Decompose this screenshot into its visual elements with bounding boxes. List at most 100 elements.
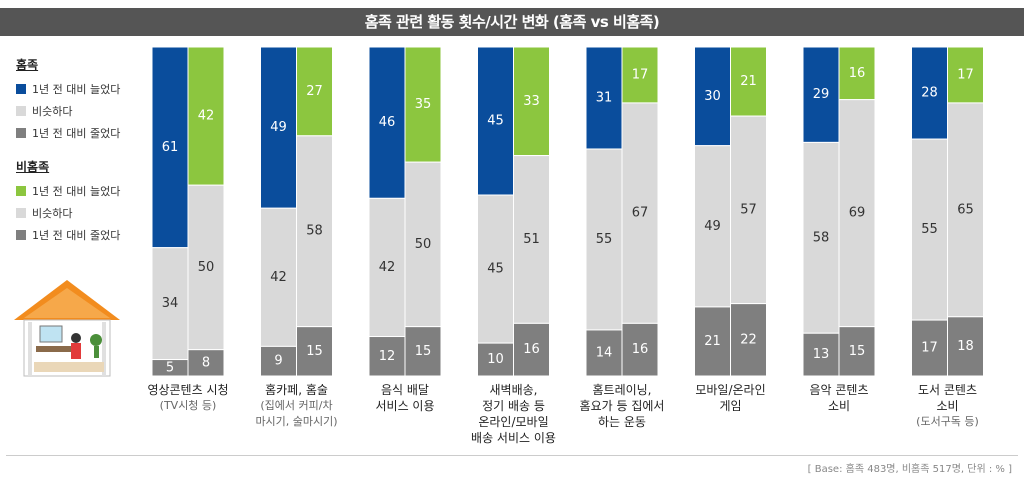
home-similar-bar	[911, 138, 948, 321]
data-label: 18	[957, 339, 974, 354]
home-increased-bar	[911, 46, 948, 140]
legend-swatch	[16, 128, 26, 138]
data-label: 17	[957, 67, 974, 82]
legend-item: 1년 전 대비 줄었다	[16, 122, 156, 144]
data-label: 16	[523, 342, 540, 357]
category-label-line: 배송 서비스 이용	[471, 431, 556, 445]
legend-label: 1년 전 대비 늘었다	[32, 185, 121, 198]
category-label: 새벽배송, 정기 배송 등 온라인/모바일 배송 서비스 이용	[454, 382, 574, 446]
data-label: 65	[957, 202, 974, 217]
legend: 홈족 1년 전 대비 늘었다 비슷하다 1년 전 대비 줄었다 비홈족 1년 전…	[16, 56, 156, 260]
data-label: 45	[487, 262, 504, 277]
home-decreased-bar	[477, 342, 514, 377]
legend-group-nonhome: 비홈족 1년 전 대비 늘었다 비슷하다 1년 전 대비 줄었다	[16, 158, 156, 246]
legend-label: 1년 전 대비 줄었다	[32, 229, 121, 242]
data-label: 67	[632, 206, 649, 221]
category-label-line: 소비	[827, 399, 851, 413]
nonhome-similar-bar	[621, 102, 659, 324]
category-sub-label: (TV시청 등)	[159, 399, 217, 412]
data-label: 17	[632, 67, 649, 82]
chart-title: 홈족 관련 활동 횟수/시간 변화 (홈족 vs 비홈족)	[364, 13, 660, 31]
nonhome-increased-bar	[730, 46, 767, 117]
nonhome-decreased-bar	[730, 303, 767, 377]
home-similar-bar	[585, 148, 623, 331]
legend-home-title: 홈족	[16, 58, 39, 72]
home-increased-bar	[802, 46, 840, 143]
data-label: 51	[523, 232, 540, 247]
data-label: 42	[270, 270, 287, 285]
nonhome-similar-bar	[296, 135, 333, 328]
category-label-line: 소비	[936, 399, 959, 413]
category-label: 모바일/온라인 게임	[671, 382, 791, 414]
category-label-line: 게임	[719, 399, 742, 413]
data-label: 15	[306, 344, 323, 359]
home-decreased-bar	[585, 329, 623, 377]
data-label: 21	[740, 74, 757, 89]
legend-item: 비슷하다	[16, 100, 156, 122]
category-label-line: 홈요가 등 집에서	[579, 399, 665, 413]
category-label-line: 온라인/모바일	[478, 415, 549, 429]
legend-swatch	[16, 208, 26, 218]
data-label: 10	[487, 352, 504, 367]
category-label-line: 도서 콘텐츠	[917, 383, 977, 397]
legend-label: 비슷하다	[32, 207, 73, 220]
data-label: 42	[198, 109, 215, 124]
data-label: 50	[198, 260, 215, 275]
category-label: 영상콘텐츠 시청 (TV시청 등)	[128, 382, 248, 414]
home-similar-bar	[694, 145, 731, 308]
data-label: 30	[704, 89, 721, 104]
nonhome-increased-bar	[513, 46, 550, 157]
title-bar: 홈족 관련 활동 횟수/시간 변화 (홈족 vs 비홈족)	[0, 8, 1024, 36]
legend-swatch	[16, 230, 26, 240]
data-label: 16	[849, 66, 866, 81]
nonhome-similar-bar	[404, 161, 442, 328]
divider	[6, 455, 1018, 456]
legend-label: 비슷하다	[32, 105, 73, 118]
data-label: 34	[162, 296, 179, 311]
data-label: 17	[921, 341, 938, 356]
category-label-line: 홈카페, 홈술	[265, 383, 328, 397]
category-label-line: 하는 운동	[598, 415, 646, 429]
home-decreased-bar	[911, 319, 948, 377]
category-sub-label: 마시기, 술마시기)	[255, 415, 338, 428]
nonhome-increased-bar	[838, 46, 876, 101]
home-decreased-bar	[260, 345, 297, 377]
nonhome-decreased-bar	[513, 322, 550, 377]
data-label: 9	[274, 354, 282, 369]
nonhome-decreased-bar	[621, 322, 659, 377]
category-label-line: 영상콘텐츠 시청	[147, 383, 229, 397]
data-label: 33	[523, 94, 540, 109]
legend-item: 1년 전 대비 늘었다	[16, 78, 156, 100]
data-label: 22	[740, 332, 757, 347]
data-label: 8	[202, 355, 210, 370]
nonhome-decreased-bar	[947, 316, 984, 377]
data-label: 29	[813, 87, 830, 102]
nonhome-increased-bar	[947, 46, 984, 104]
data-label: 50	[415, 237, 432, 252]
nonhome-increased-bar	[187, 46, 225, 186]
home-similar-bar	[477, 194, 514, 344]
category-label-line: 음악 콘텐츠	[809, 383, 869, 397]
data-label: 31	[596, 90, 613, 105]
data-label: 55	[921, 222, 938, 237]
data-label: 42	[379, 260, 396, 275]
category-sub-label: (도서구독 등)	[916, 415, 979, 428]
legend-item: 비슷하다	[16, 202, 156, 224]
base-note: [ Base: 홈족 483명, 비홈족 517명, 단위 : % ]	[807, 464, 1012, 475]
data-label: 49	[270, 120, 287, 135]
nonhome-decreased-bar	[296, 326, 333, 377]
category-label-line: 서비스 이용	[375, 399, 435, 413]
data-label: 16	[632, 342, 649, 357]
category-label-line: 음식 배달	[381, 383, 429, 397]
data-label: 14	[596, 345, 613, 360]
data-label: 58	[306, 224, 323, 239]
data-label: 69	[849, 206, 866, 221]
data-label: 49	[704, 219, 721, 234]
data-label: 5	[166, 360, 174, 375]
data-label: 45	[487, 114, 504, 129]
legend-swatch	[16, 186, 26, 196]
home-decreased-bar	[694, 306, 731, 377]
data-label: 35	[415, 97, 432, 112]
